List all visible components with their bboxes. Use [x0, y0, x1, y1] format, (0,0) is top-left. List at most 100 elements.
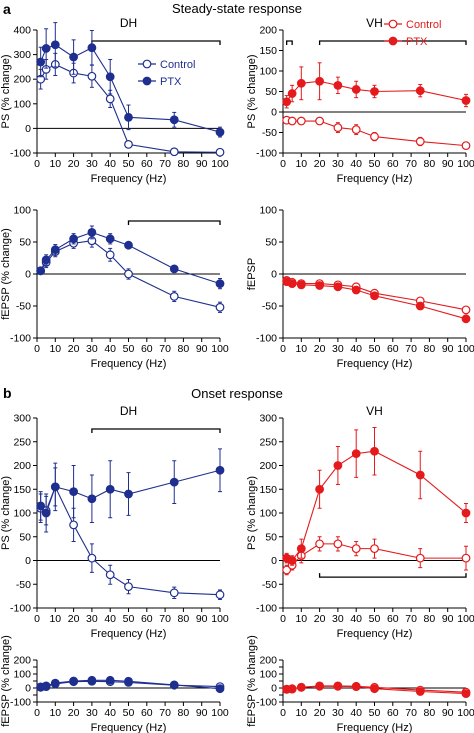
data-point: [461, 314, 471, 324]
y-axis-label: fEPSP (% change): [0, 635, 12, 727]
chart-title: DH: [120, 16, 137, 30]
data-point: [169, 292, 179, 301]
x-tick-label: 50: [123, 158, 135, 170]
x-tick-label: 60: [141, 158, 153, 170]
x-tick-label: 30: [86, 158, 98, 170]
data-point: [87, 43, 97, 53]
x-tick-label: 0: [280, 343, 286, 355]
x-tick-label: 40: [350, 158, 362, 170]
data-point: [415, 301, 425, 311]
data-point: [415, 687, 425, 696]
x-tick-label: 90: [196, 707, 208, 719]
data-point: [124, 139, 133, 149]
y-tick-label: -50: [16, 579, 31, 591]
data-point: [287, 684, 297, 694]
y-tick-label: -100: [256, 603, 277, 615]
x-tick-label: 50: [369, 613, 381, 625]
data-point: [36, 501, 46, 511]
y-tick-label: 50: [19, 531, 31, 543]
x-axis-label: Frequency (Hz): [337, 722, 413, 733]
x-tick-label: 10: [49, 613, 61, 625]
data-point: [105, 234, 115, 244]
data-point: [415, 553, 425, 563]
x-tick-label: 10: [49, 343, 61, 355]
data-point: [215, 147, 225, 157]
series-control: [282, 536, 471, 576]
x-tick-label: 70: [405, 343, 417, 355]
y-tick-label: 150: [13, 484, 31, 496]
x-tick-label: 80: [178, 343, 190, 355]
data-point: [461, 553, 471, 563]
x-tick-label: 60: [141, 613, 153, 625]
x-tick-label: 50: [123, 343, 135, 355]
data-point: [461, 689, 471, 698]
x-tick-label: 10: [295, 707, 307, 719]
y-tick-label: -100: [256, 697, 277, 709]
x-tick-label: 80: [424, 343, 436, 355]
x-tick-label: 50: [369, 343, 381, 355]
y-tick-label: 0: [271, 555, 277, 567]
y-tick-label: 200: [13, 655, 31, 667]
legend-entry-control: Control: [138, 59, 195, 71]
panel-letter-b: b: [3, 385, 12, 401]
data-point: [461, 141, 471, 151]
data-point: [50, 40, 60, 50]
chart-1: 0 10 20 30 40 50 60 70 80 90 100-1000100200300400F…: [0, 16, 229, 185]
series-ptx: [282, 62, 471, 109]
x-tick-label: 100: [211, 613, 229, 625]
data-point: [36, 57, 46, 67]
data-point: [333, 461, 343, 470]
significance-bracket: [127, 220, 221, 225]
x-tick-label: 60: [387, 707, 399, 719]
x-tick-label: 50: [369, 707, 381, 719]
x-tick-label: 40: [104, 343, 116, 355]
data-point: [351, 285, 361, 295]
chart-2: 0 10 20 30 40 50 60 70 80 90 100-100-5005010015020…: [246, 16, 474, 185]
x-tick-label: 0: [280, 707, 286, 719]
y-tick-label: 250: [13, 436, 31, 448]
x-tick-label: 80: [178, 158, 190, 170]
data-point: [105, 675, 115, 685]
x-tick-label: 20: [314, 707, 326, 719]
x-tick-label: 90: [196, 613, 208, 625]
data-point: [333, 80, 343, 90]
data-point: [215, 279, 225, 289]
x-tick-label: 90: [442, 158, 454, 170]
y-tick-label: 0: [25, 555, 31, 567]
x-tick-label: 20: [68, 707, 80, 719]
series-line: [40, 485, 221, 596]
y-tick-label: -100: [10, 148, 31, 160]
x-tick-label: 20: [314, 613, 326, 625]
data-point: [215, 127, 225, 137]
data-point: [315, 281, 325, 290]
y-tick-label: 300: [13, 49, 31, 61]
significance-bracket: [318, 573, 467, 578]
x-tick-label: 50: [369, 158, 381, 170]
y-tick-label: 100: [259, 205, 277, 217]
data-point: [41, 681, 51, 691]
x-tick-label: 40: [104, 158, 116, 170]
legend-marker: [388, 36, 398, 46]
data-point: [461, 305, 471, 315]
data-point: [169, 147, 179, 157]
y-tick-label: 200: [259, 460, 277, 472]
x-tick-label: 90: [442, 613, 454, 625]
data-point: [69, 234, 78, 244]
legend-marker: [142, 59, 152, 69]
data-point: [370, 291, 379, 301]
data-point: [69, 52, 78, 62]
y-tick-label: 0: [25, 269, 31, 281]
chart-5: 0 10 20 30 40 50 60 70 80 90 100-100-5005010015020…: [0, 404, 229, 640]
y-tick-label: 400: [13, 25, 31, 37]
x-tick-label: 20: [314, 343, 326, 355]
data-point: [415, 86, 425, 96]
x-tick-label: 30: [332, 158, 344, 170]
y-tick-label: -50: [262, 127, 277, 139]
x-tick-label: 30: [86, 613, 98, 625]
data-point: [215, 302, 225, 312]
data-point: [105, 570, 115, 580]
data-point: [169, 477, 179, 487]
chart-title: VH: [366, 404, 383, 418]
x-tick-label: 90: [442, 707, 454, 719]
x-tick-label: 100: [457, 343, 474, 355]
